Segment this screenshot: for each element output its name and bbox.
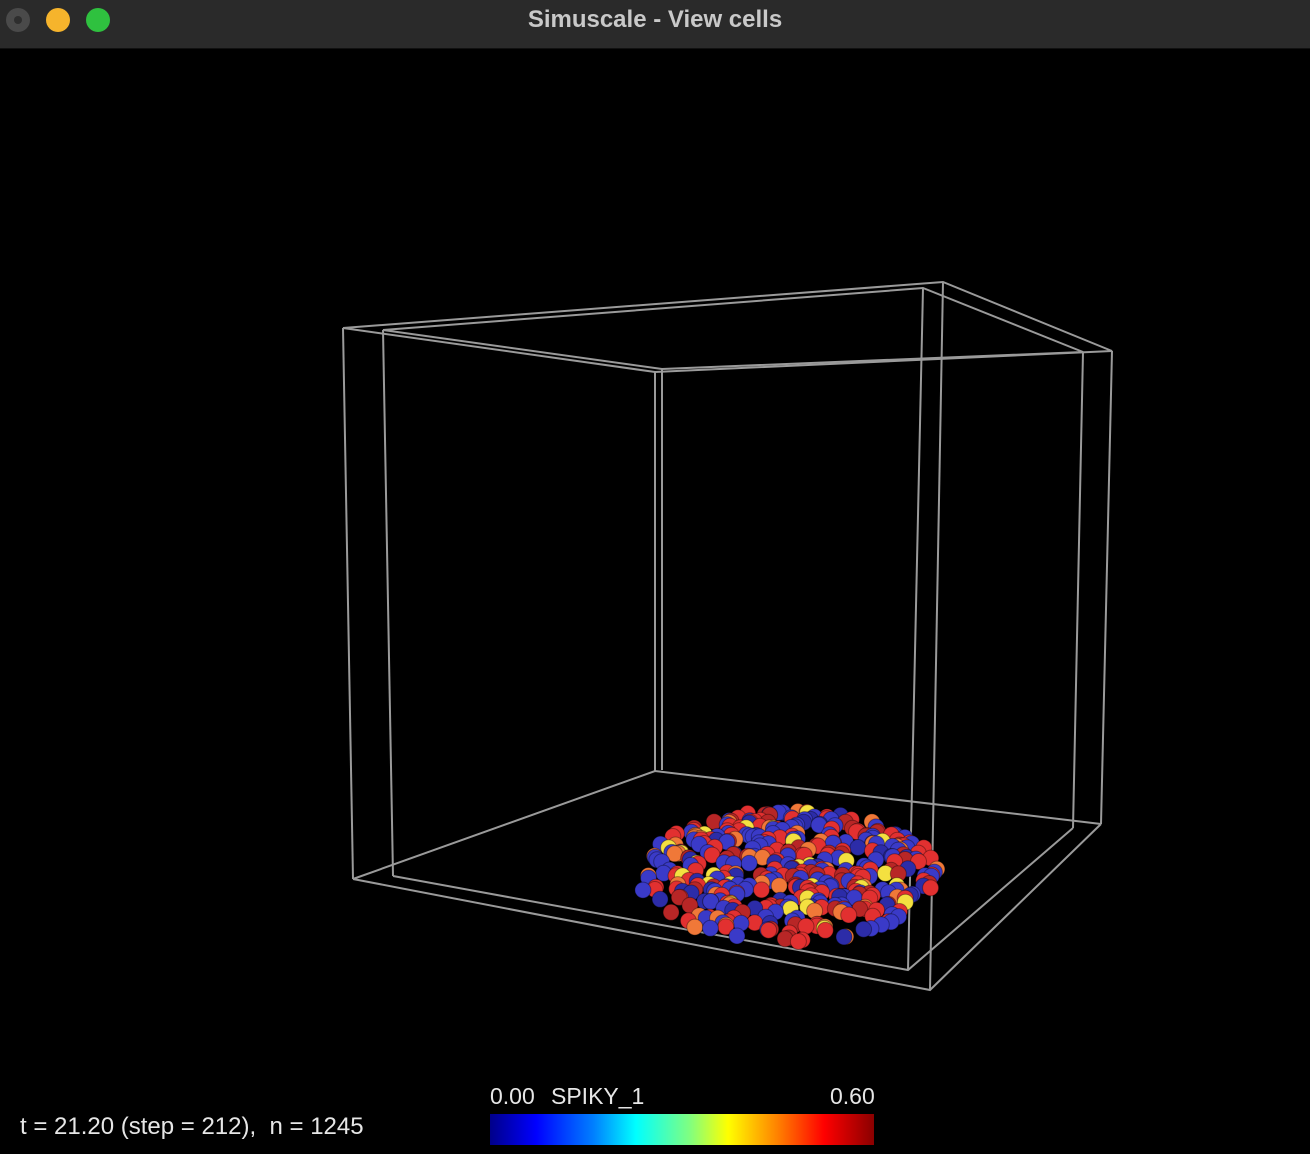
colorbar-max-label: 0.60 xyxy=(830,1083,875,1109)
box-top-face xyxy=(342,280,1113,374)
title-bar: Simuscale - View cells xyxy=(0,0,1310,49)
window-title: Simuscale - View cells xyxy=(527,6,783,33)
cell-cluster xyxy=(634,803,946,950)
cell xyxy=(855,920,873,938)
bounding-box xyxy=(342,280,1113,992)
colorbar xyxy=(490,1114,874,1145)
minimize-icon[interactable] xyxy=(46,8,70,32)
cell xyxy=(651,890,669,908)
cell xyxy=(634,881,652,899)
cell xyxy=(835,928,853,946)
box-back-bottom-edges xyxy=(352,769,1102,880)
cell xyxy=(849,839,867,856)
colorbar-variable-label: SPIKY_1 xyxy=(551,1083,645,1109)
cell xyxy=(701,919,719,937)
box-bottom-edges xyxy=(352,823,1102,992)
cell xyxy=(728,927,746,945)
box-edge xyxy=(382,329,394,877)
cell xyxy=(753,881,770,899)
cell xyxy=(662,903,680,921)
scene-canvas xyxy=(342,280,1113,992)
close-icon[interactable] xyxy=(6,8,30,32)
box-edge xyxy=(1072,351,1084,829)
cell xyxy=(922,879,940,897)
box-inner-top xyxy=(382,286,1084,371)
cell xyxy=(789,933,807,950)
cell xyxy=(770,877,788,895)
status-text: t = 21.20 (step = 212), n = 1245 xyxy=(20,1113,364,1140)
cell xyxy=(686,918,704,936)
box-inner-bottom xyxy=(392,827,1074,972)
cell xyxy=(760,921,778,939)
colorbar-min-label: 0.00 xyxy=(490,1083,535,1109)
maximize-icon[interactable] xyxy=(86,8,110,32)
box-edge xyxy=(1100,350,1113,825)
cell xyxy=(816,921,834,939)
box-edge xyxy=(342,327,354,880)
cell xyxy=(740,854,758,872)
cell xyxy=(840,906,858,924)
3d-viewport[interactable] xyxy=(0,49,1310,1154)
